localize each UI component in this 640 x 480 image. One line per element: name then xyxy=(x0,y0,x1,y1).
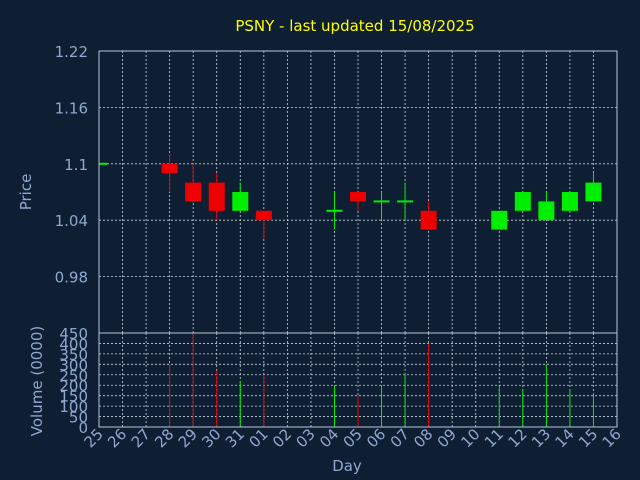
candle-body xyxy=(491,210,508,230)
x-tick-labels: 2526272829303101020304050607080910111213… xyxy=(81,425,625,451)
x-tick-label: 26 xyxy=(104,425,130,451)
volume-tick-label: 50 xyxy=(69,409,88,427)
price-tick-label: 1.22 xyxy=(55,43,88,61)
x-tick-label: 27 xyxy=(128,425,154,451)
price-tick-label: 1.04 xyxy=(55,212,88,230)
volume-tick-label: 350 xyxy=(59,346,88,364)
x-tick-label: 07 xyxy=(387,425,413,451)
volume-frame xyxy=(98,332,618,428)
x-tick-label: 02 xyxy=(269,425,295,451)
price-axis-label: Price xyxy=(17,174,35,211)
volume-tick-label: 100 xyxy=(59,398,88,416)
candle-body xyxy=(585,182,602,202)
price-tick-label: 1.1 xyxy=(64,156,88,174)
volume-tick-label: 150 xyxy=(59,388,88,406)
candle-body xyxy=(514,192,531,211)
candle-body xyxy=(561,192,578,211)
volume-tick-label: 450 xyxy=(59,325,88,343)
x-tick-label: 30 xyxy=(198,425,224,451)
x-tick-label: 14 xyxy=(552,425,578,451)
price-tick-label: 0.98 xyxy=(55,269,88,287)
candle-body xyxy=(208,182,225,211)
candle-body xyxy=(255,210,272,221)
volume-axis-label: Volume (0000) xyxy=(28,326,46,436)
x-tick-label: 05 xyxy=(340,425,366,451)
x-axis-label: Day xyxy=(332,457,362,475)
x-tick-label: 29 xyxy=(175,425,201,451)
volume-tick-label: 250 xyxy=(59,367,88,385)
volume-tick-label: 400 xyxy=(59,335,88,353)
candle-body xyxy=(232,192,249,211)
candle-body xyxy=(161,163,178,174)
volume-tick-label: 300 xyxy=(59,356,88,374)
x-tick-label: 13 xyxy=(528,425,554,451)
price-panel: 1.22 1.16 1.1 1.04 0.98 xyxy=(55,43,618,334)
x-tick-label: 03 xyxy=(293,425,319,451)
x-tick-label: 10 xyxy=(457,425,483,451)
x-tick-label: 28 xyxy=(151,425,177,451)
x-tick-label: 09 xyxy=(434,425,460,451)
candle-body xyxy=(538,201,555,221)
x-tick-label: 08 xyxy=(410,425,436,451)
candle-body xyxy=(397,200,414,203)
x-tick-label: 31 xyxy=(222,425,248,451)
price-tick-label: 1.16 xyxy=(55,99,88,117)
chart-title: PSNY - last updated 15/08/2025 xyxy=(235,17,474,35)
candle-body xyxy=(326,209,343,212)
x-tick-label: 06 xyxy=(363,425,389,451)
x-tick-label: 12 xyxy=(504,425,530,451)
candle-body xyxy=(420,210,437,230)
volume-tick-label: 200 xyxy=(59,377,88,395)
x-tick-label: 01 xyxy=(245,425,271,451)
x-tick-label: 04 xyxy=(316,425,342,451)
volume-tick-label: 0 xyxy=(78,419,88,437)
candle-body xyxy=(350,192,366,202)
candle-body xyxy=(99,162,107,165)
x-tick-label: 16 xyxy=(599,425,625,451)
x-tick-label: 15 xyxy=(575,425,601,451)
candle-body xyxy=(185,182,202,202)
x-tick-label: 11 xyxy=(481,425,507,451)
candle-body xyxy=(373,200,390,203)
